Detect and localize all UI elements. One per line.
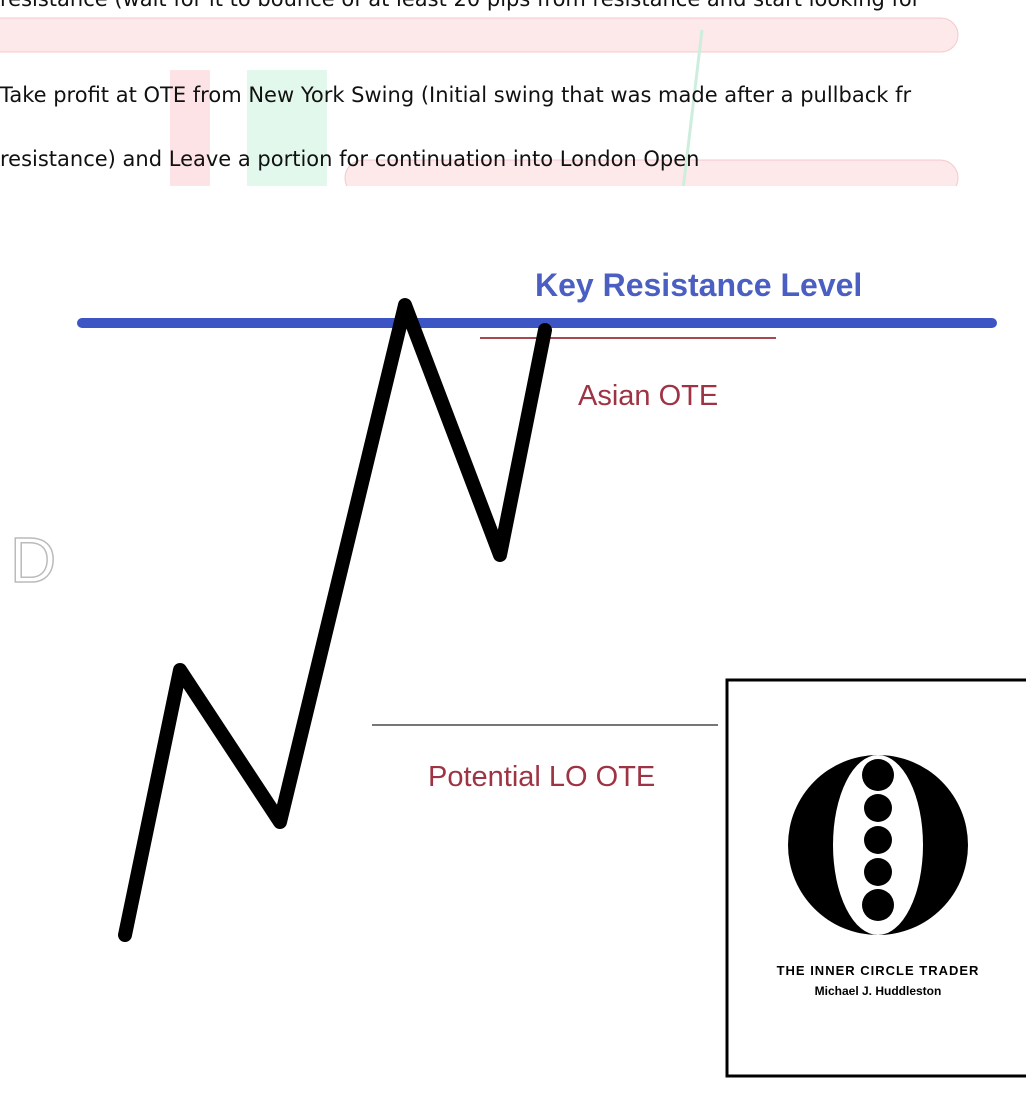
logo-title: THE INNER CIRCLE TRADER: [777, 963, 980, 978]
text-line: resistance (wait for it to bounce of at …: [0, 0, 1026, 11]
text-line: resistance) and Leave a portion for cont…: [0, 147, 700, 171]
label: Asian OTE: [578, 380, 718, 412]
side-letter: D: [10, 524, 56, 596]
highlight-band: [0, 17, 959, 53]
green-stroke: [678, 29, 704, 216]
logo-beads: [862, 759, 894, 921]
price-path: [118, 298, 552, 942]
logo-author: Michael J. Huddleston: [815, 984, 942, 998]
label: Potential LO OTE: [428, 761, 655, 793]
label: Key Resistance Level: [535, 267, 862, 303]
text-line: Take profit at OTE from New York Swing (…: [0, 83, 912, 107]
